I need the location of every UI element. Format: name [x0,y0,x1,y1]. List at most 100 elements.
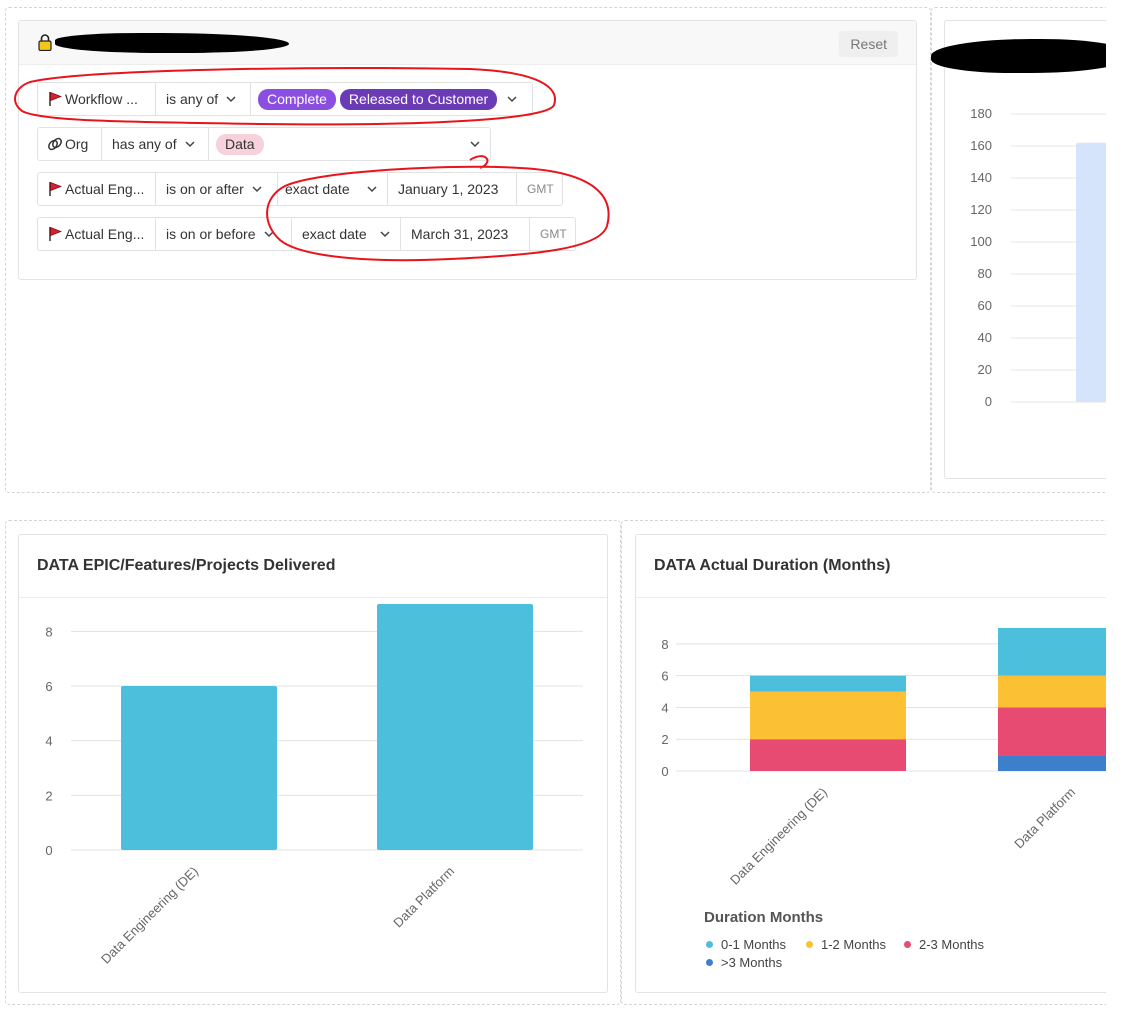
top-chart-cell [931,7,1131,493]
bottom-left-cell [5,520,621,1005]
duration-chart-card: DATA Actual Duration (Months) 0 2 4 6 8 Data … [635,534,1131,993]
y-tick-label: 120 [970,202,992,217]
filters-cell [5,7,931,493]
y-tick-label: 160 [970,138,992,153]
bar [377,604,533,850]
chevron-down-icon [252,185,262,192]
filter-field-actual-eng[interactable]: Actual Eng... [37,217,156,251]
filter-operator-label: is on or before [166,226,256,242]
filter-row-org: Org has any of Data [37,127,491,161]
filter-operator-after[interactable]: is on or after [155,172,278,206]
legend-title: Duration Months [704,909,824,926]
flag-icon [49,181,62,196]
legend-dot [706,959,713,966]
y-tick-label: 8 [45,624,52,639]
duration-chart: 0 2 4 6 8 Data Engineering (DE) Data Platform [661,628,1131,888]
timezone-label: GMT [516,172,563,206]
chevron-down-icon [380,230,390,237]
filter-operator-label: has any of [112,136,177,152]
legend-label: 1-2 Months [821,937,887,952]
filter-field-label: Org [65,136,89,152]
date-mode-label: exact date [302,226,367,242]
legend-label: 0-1 Months [721,937,787,952]
stacked-bar-segment [750,739,906,771]
x-tick-label: Data Platform [1011,785,1078,852]
legend-dot [706,941,713,948]
x-tick-label: Data Platform [390,864,457,931]
date-mode-label: exact date [285,181,350,197]
bottom-right-cell [621,520,1131,1005]
value-pill-released[interactable]: Released to Customer [339,88,498,110]
chart-title: DATA EPIC/Features/Projects Delivered [37,557,336,574]
date-input-end[interactable]: March 31, 2023 [400,217,530,251]
filter-operator-before[interactable]: is on or before [155,217,292,251]
bar [121,686,277,850]
redacted-title [55,33,289,53]
flag-icon [49,91,62,106]
filter-operator-label: is on or after [166,181,244,197]
y-tick-label: 40 [978,330,992,345]
date-input-start[interactable]: January 1, 2023 [387,172,517,206]
filters-card: Reset Workflow ... is any of Complete Re… [18,20,917,280]
reset-button[interactable]: Reset [839,31,898,57]
filter-operator-workflow[interactable]: is any of [155,82,251,116]
value-pill-data[interactable]: Data [216,133,264,155]
y-tick-label: 4 [661,700,668,715]
legend-item[interactable]: 1-2 Months [806,937,886,952]
filter-operator-org[interactable]: has any of [101,127,209,161]
x-tick-label: Data Engineering (DE) [98,864,201,967]
x-tick-label: Data Engineering (DE) [727,785,830,888]
chevron-down-icon [263,230,274,237]
delivered-chart: 0 2 4 6 8 Data Engineering (DE) Data Platform [45,604,583,967]
y-tick-label: 100 [970,234,992,249]
filter-field-org[interactable]: Org [37,127,102,161]
card-divider [19,597,607,598]
filter-operator-label: is any of [166,91,219,107]
legend-dot [904,941,911,948]
chevron-down-icon [185,140,195,147]
legend-item[interactable]: >3 Months [706,955,782,970]
right-edge-crop [1106,0,1131,1009]
y-tick-label: 180 [970,106,992,121]
legend-item[interactable]: 0-1 Months [706,937,786,952]
chevron-down-icon [470,140,480,147]
chevron-down-icon [507,95,517,102]
filter-field-workflow[interactable]: Workflow ... [37,82,156,116]
date-mode-select[interactable]: exact date [291,217,401,251]
filters-header: Reset [19,21,916,65]
y-tick-label: 4 [45,734,52,749]
y-tick-label: 2 [45,788,52,803]
chart-title: DATA Actual Duration (Months) [654,557,891,574]
card-divider [636,597,1131,598]
filter-row-workflow: Workflow ... is any of Complete Released… [37,82,533,116]
date-mode-select[interactable]: exact date [277,172,388,206]
filter-field-label: Workflow ... [65,91,138,107]
filter-row-start-date: Actual Eng... is on or after exact date … [37,172,563,206]
y-tick-label: 0 [985,394,992,409]
top-right-chart: 0 20 40 60 80 100 120 140 160 180 [970,106,1131,409]
legend-label: 2-3 Months [919,937,985,952]
chevron-down-icon [367,185,377,192]
link-icon [48,137,62,151]
filter-field-label: Actual Eng... [65,226,145,242]
redacted-chart-title [931,39,1131,73]
legend-label: >3 Months [721,955,783,970]
y-tick-label: 0 [45,843,52,858]
filter-field-actual-eng[interactable]: Actual Eng... [37,172,156,206]
flag-icon [49,226,62,241]
date-value: January 1, 2023 [398,181,499,197]
y-tick-label: 6 [45,679,52,694]
filter-row-end-date: Actual Eng... is on or before exact date… [37,217,576,251]
filter-values-org[interactable]: Data [208,127,491,161]
legend-dot [806,941,813,948]
y-tick-label: 6 [661,669,668,684]
legend-item[interactable]: 2-3 Months [904,937,984,952]
filter-field-label: Actual Eng... [65,181,145,197]
y-tick-label: 140 [970,170,992,185]
value-pill-complete[interactable]: Complete [258,88,336,110]
y-tick-label: 8 [661,637,668,652]
date-value: March 31, 2023 [411,226,509,242]
chevron-down-icon [226,95,236,102]
filter-values-workflow[interactable]: Complete Released to Customer [250,82,533,116]
stacked-bar-segment [998,755,1131,771]
